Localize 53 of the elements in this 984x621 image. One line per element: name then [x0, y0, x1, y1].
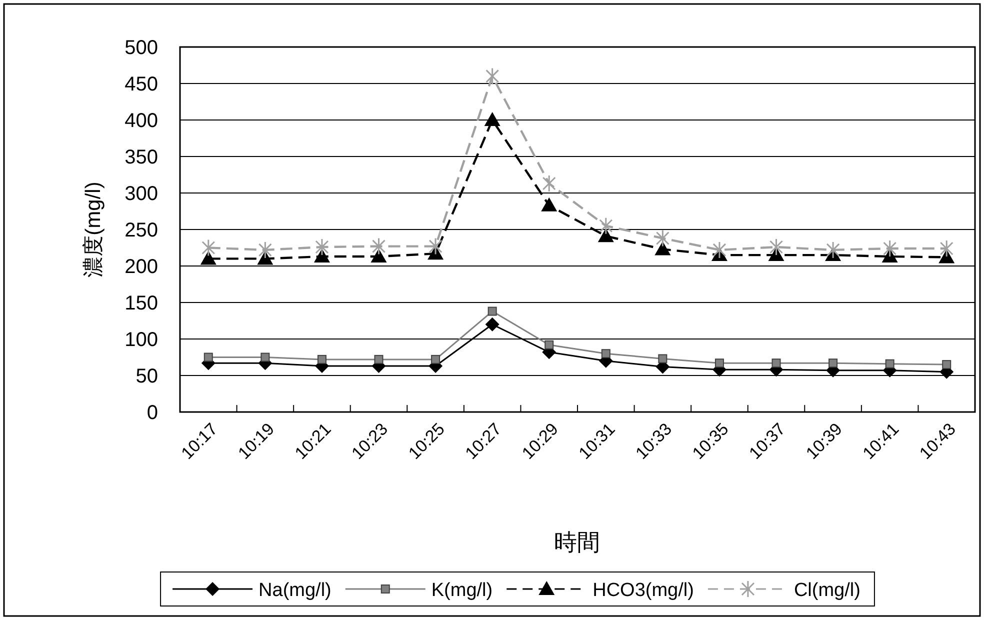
point	[370, 248, 387, 263]
y-tick-label: 300	[124, 183, 158, 205]
point	[204, 352, 213, 362]
y-tick-label: 250	[124, 220, 158, 242]
y-tick-label: 100	[124, 329, 158, 351]
point	[656, 230, 670, 248]
point	[428, 238, 442, 256]
point	[601, 349, 610, 358]
point	[772, 358, 781, 368]
point	[202, 239, 216, 256]
point	[374, 354, 384, 364]
y-tick-label: 400	[124, 110, 158, 132]
y-tick-label: 0	[146, 402, 158, 424]
point	[940, 240, 954, 258]
point	[942, 360, 952, 370]
point	[712, 241, 726, 259]
point	[544, 340, 554, 350]
legend-label: Na(mg/l)	[258, 580, 332, 601]
y-axis-title: 濃度(mg/l)	[82, 182, 105, 278]
point	[485, 317, 500, 332]
point	[431, 354, 440, 364]
y-tick-label: 450	[124, 74, 158, 96]
point	[317, 354, 326, 364]
y-tick-label: 350	[124, 146, 158, 168]
point	[486, 67, 500, 85]
point	[372, 238, 386, 256]
legend-label: HCO3(mg/l)	[592, 580, 694, 601]
point	[541, 197, 558, 212]
y-tick-label: 150	[124, 292, 158, 314]
y-tick-label: 200	[124, 256, 158, 278]
y-tick-label: 500	[124, 37, 158, 59]
point	[542, 174, 556, 192]
point	[484, 112, 500, 126]
y-tick-label: 50	[136, 366, 158, 388]
point	[315, 238, 329, 256]
x-axis-title: 時間	[554, 529, 600, 555]
point	[488, 306, 497, 316]
point	[598, 228, 614, 242]
point	[885, 359, 894, 368]
point	[714, 358, 724, 368]
point	[770, 238, 783, 256]
point	[883, 240, 897, 258]
point	[828, 358, 838, 368]
legend-label: Cl(mg/l)	[794, 580, 860, 601]
point	[599, 217, 613, 235]
legend-label: K(mg/l)	[431, 580, 493, 601]
point	[260, 352, 270, 362]
point	[200, 250, 216, 265]
point	[258, 241, 272, 259]
point	[314, 248, 330, 263]
point	[826, 241, 840, 259]
point	[654, 241, 671, 256]
point	[658, 354, 668, 364]
